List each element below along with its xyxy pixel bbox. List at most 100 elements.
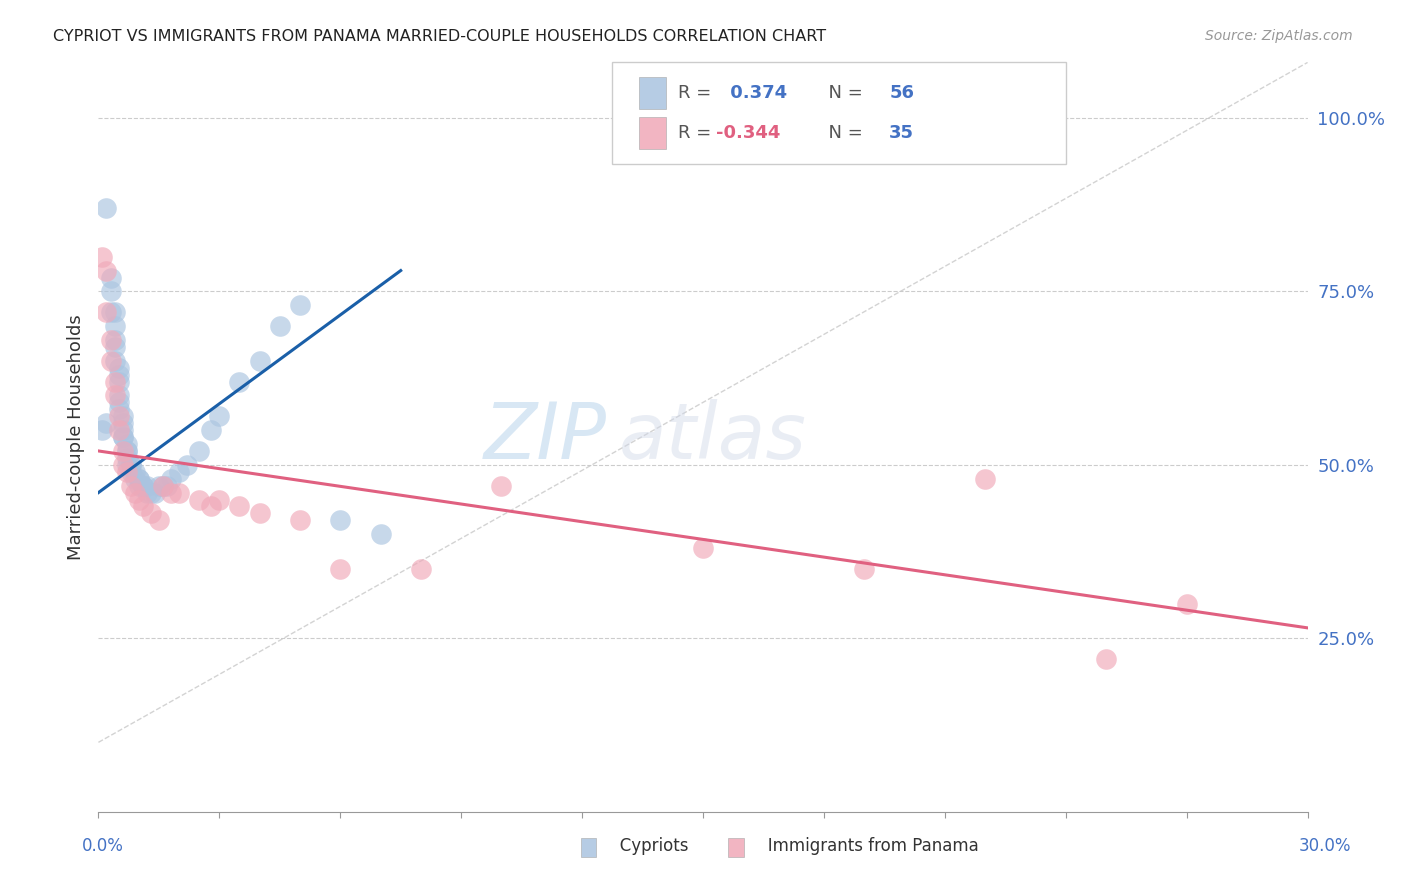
Text: Source: ZipAtlas.com: Source: ZipAtlas.com: [1205, 29, 1353, 43]
Point: [100, 353, 122, 368]
Point: [111, 430, 134, 444]
Point: [103, 375, 125, 389]
Text: Immigrants from Panama: Immigrants from Panama: [731, 837, 979, 855]
Point: [115, 444, 138, 458]
Point: [96, 416, 118, 430]
Text: R =: R =: [678, 124, 717, 142]
Point: [249, 507, 271, 521]
Point: [188, 492, 211, 507]
Point: [124, 485, 146, 500]
Point: [329, 513, 352, 527]
Point: [107, 375, 129, 389]
Point: [111, 458, 134, 472]
Point: [100, 285, 122, 299]
Point: [107, 423, 129, 437]
Point: [160, 485, 183, 500]
Point: [148, 513, 170, 527]
Point: [103, 333, 125, 347]
Point: [200, 500, 222, 514]
Text: ZIP: ZIP: [484, 399, 606, 475]
Point: [115, 465, 138, 479]
Point: [120, 458, 142, 472]
Point: [96, 201, 118, 215]
Point: [120, 465, 142, 479]
Point: [329, 562, 352, 576]
Y-axis label: Married-couple Households: Married-couple Households: [66, 314, 84, 560]
Bar: [638, 117, 665, 149]
Text: -0.344: -0.344: [716, 124, 780, 142]
Point: [96, 305, 118, 319]
Point: [974, 472, 997, 486]
Point: [111, 409, 134, 424]
Point: [288, 513, 311, 527]
Point: [167, 465, 190, 479]
Point: [139, 485, 162, 500]
Point: [132, 500, 155, 514]
Point: [107, 409, 129, 424]
Point: [249, 353, 271, 368]
Point: [167, 485, 190, 500]
Text: atlas: atlas: [619, 399, 806, 475]
Point: [148, 478, 170, 492]
Point: [160, 472, 183, 486]
Point: [124, 465, 146, 479]
Point: [91, 423, 114, 437]
Point: [269, 319, 291, 334]
Text: 30.0%: 30.0%: [1298, 837, 1351, 855]
Point: [100, 333, 122, 347]
Text: 0.374: 0.374: [724, 84, 787, 103]
Text: 0.0%: 0.0%: [82, 837, 124, 855]
Point: [692, 541, 714, 555]
Point: [111, 416, 134, 430]
Point: [128, 472, 150, 486]
Point: [115, 458, 138, 472]
Point: [103, 388, 125, 402]
Bar: [581, 838, 596, 857]
Point: [100, 305, 122, 319]
Text: Cypriots: Cypriots: [583, 837, 689, 855]
Point: [370, 527, 392, 541]
Text: CYPRIOT VS IMMIGRANTS FROM PANAMA MARRIED-COUPLE HOUSEHOLDS CORRELATION CHART: CYPRIOT VS IMMIGRANTS FROM PANAMA MARRIE…: [53, 29, 827, 44]
Point: [1095, 652, 1118, 666]
Point: [107, 395, 129, 409]
Point: [156, 478, 179, 492]
FancyBboxPatch shape: [613, 62, 1066, 163]
Point: [152, 478, 174, 492]
Text: 35: 35: [889, 124, 914, 142]
Text: N =: N =: [817, 84, 868, 103]
Point: [124, 472, 146, 486]
Point: [96, 263, 118, 277]
Point: [115, 444, 138, 458]
Point: [115, 450, 138, 465]
Point: [208, 409, 231, 424]
Point: [409, 562, 432, 576]
Point: [132, 478, 155, 492]
Text: N =: N =: [817, 124, 868, 142]
Point: [100, 270, 122, 285]
Point: [120, 478, 142, 492]
Point: [288, 298, 311, 312]
Point: [120, 458, 142, 472]
Bar: [638, 78, 665, 109]
Text: R =: R =: [678, 84, 717, 103]
Point: [200, 423, 222, 437]
Point: [103, 319, 125, 334]
Point: [1175, 597, 1198, 611]
Point: [491, 478, 513, 492]
Point: [143, 485, 166, 500]
Point: [107, 368, 129, 382]
Point: [107, 388, 129, 402]
Point: [128, 472, 150, 486]
Text: 56: 56: [889, 84, 914, 103]
Point: [103, 305, 125, 319]
Point: [135, 478, 157, 492]
Point: [152, 478, 174, 492]
Point: [853, 562, 876, 576]
Point: [139, 507, 162, 521]
Point: [103, 340, 125, 354]
Point: [111, 444, 134, 458]
Point: [128, 492, 150, 507]
Point: [135, 485, 157, 500]
Point: [228, 375, 250, 389]
Point: [111, 430, 134, 444]
